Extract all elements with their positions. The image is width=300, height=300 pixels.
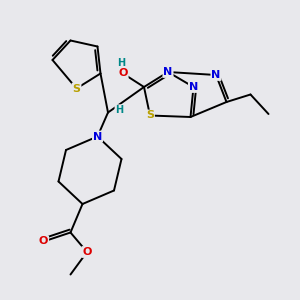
Text: H: H: [117, 58, 126, 68]
Text: H: H: [115, 105, 124, 115]
Text: O: O: [82, 247, 92, 257]
Text: N: N: [212, 70, 220, 80]
Text: O: O: [39, 236, 48, 247]
Text: S: S: [73, 83, 80, 94]
Text: O: O: [118, 68, 128, 79]
Text: S: S: [146, 110, 154, 121]
Text: N: N: [189, 82, 198, 92]
Text: N: N: [164, 67, 172, 77]
Text: N: N: [93, 131, 102, 142]
